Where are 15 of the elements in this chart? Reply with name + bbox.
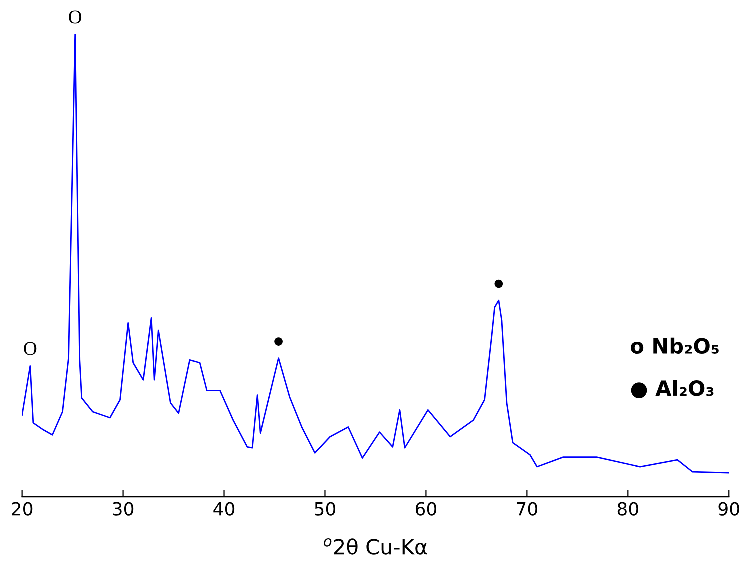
x-axis-title: $^{o}$2θ Cu-Kα — [324, 538, 428, 555]
annotation: ● — [274, 338, 283, 346]
annotation: ● — [494, 280, 504, 288]
x-tick-label: 90 — [718, 502, 740, 516]
x-tick-label: 80 — [618, 502, 638, 516]
annotation: O — [69, 10, 82, 24]
x-tick-label: 30 — [113, 502, 134, 516]
x-tick-label: 50 — [315, 502, 336, 516]
x-tick-label: 20 — [12, 502, 33, 516]
annotation: O — [24, 342, 37, 356]
annotation: ● Al₂O₃ — [631, 380, 714, 399]
x-tick-label: 70 — [517, 502, 538, 516]
annotation: o Nb₂O₅ — [631, 338, 719, 354]
x-tick-label: 60 — [416, 502, 436, 516]
x-tick-label: 40 — [214, 502, 235, 516]
